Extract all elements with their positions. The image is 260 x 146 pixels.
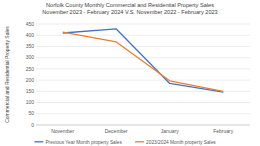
series-line [63, 32, 224, 91]
y-tick-label: 50 [28, 110, 34, 116]
x-tick-label: December [105, 128, 128, 134]
grid-line [36, 57, 250, 58]
chart: Norfolk County Monthly Commercial and Re… [0, 0, 260, 146]
y-tick-label: 150 [26, 88, 35, 94]
y-tick-label: 0 [31, 122, 34, 128]
grid-line [36, 113, 250, 114]
series-line [63, 29, 224, 92]
legend-label: 2023/2024 Month property Sales [146, 140, 216, 145]
x-tick-label: November [51, 128, 74, 134]
legend-swatch [34, 141, 43, 142]
grid-line [36, 46, 250, 47]
legend-label: Previous Year Month property Sales [45, 140, 122, 145]
y-tick-label: 400 [26, 32, 35, 38]
y-tick-label: 350 [26, 43, 35, 49]
grid-line [36, 80, 250, 81]
legend-swatch [135, 141, 144, 142]
x-axis [36, 125, 250, 126]
y-tick-label: 200 [26, 77, 35, 83]
y-tick-label: 300 [26, 54, 35, 60]
grid-line [36, 125, 250, 126]
y-tick-label: 100 [26, 99, 35, 105]
y-tick-label: 250 [26, 66, 35, 72]
grid-line [36, 35, 250, 36]
grid-line [36, 68, 250, 69]
x-tick-label: February [213, 128, 234, 134]
subtitle: November 2023 - February 2024 V.S. Novem… [42, 9, 217, 15]
grid-line [36, 24, 250, 25]
x-tick-label: January [161, 128, 179, 134]
grid-line [36, 102, 250, 103]
plot-area [63, 29, 224, 92]
title: Norfolk County Monthly Commercial and Re… [46, 2, 214, 8]
y-axis-label: Commercial and Residential Property Sale… [4, 26, 10, 123]
y-tick-label: 450 [26, 21, 35, 27]
